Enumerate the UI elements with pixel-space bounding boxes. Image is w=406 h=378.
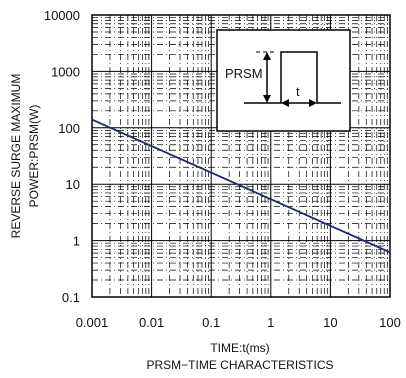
x-tick-label: 0.01 [139, 315, 164, 330]
x-tick-label: 10 [323, 315, 337, 330]
inset-label-t: t [296, 84, 300, 99]
y-tick-label: 10000 [44, 8, 80, 23]
inset-pulse-diagram: PRSM t [217, 30, 350, 131]
y-tick-label: 10 [66, 177, 80, 192]
y-tick-label: 100 [58, 121, 80, 136]
inset-label-prsm: PRSM [225, 66, 263, 81]
x-tick-label: 0.1 [202, 315, 220, 330]
chart-caption: PRSM−TIME CHARACTERISTICS [146, 358, 333, 372]
x-tick-label: 100 [379, 315, 401, 330]
series-line [92, 120, 390, 253]
series-layer [92, 120, 390, 253]
y-axis-title-line2: POWER:PRSM(W) [27, 105, 41, 208]
y-axis-title-line1: REVERSE SURGE MAXIMUM [9, 74, 23, 239]
x-tick-label: 1 [267, 315, 274, 330]
y-tick-label: 1000 [51, 64, 80, 79]
x-tick-label: 0.001 [76, 315, 109, 330]
y-tick-label: 0.1 [62, 290, 80, 305]
x-axis-title: TIME:t(ms) [210, 341, 269, 355]
y-tick-label: 1 [73, 234, 80, 249]
